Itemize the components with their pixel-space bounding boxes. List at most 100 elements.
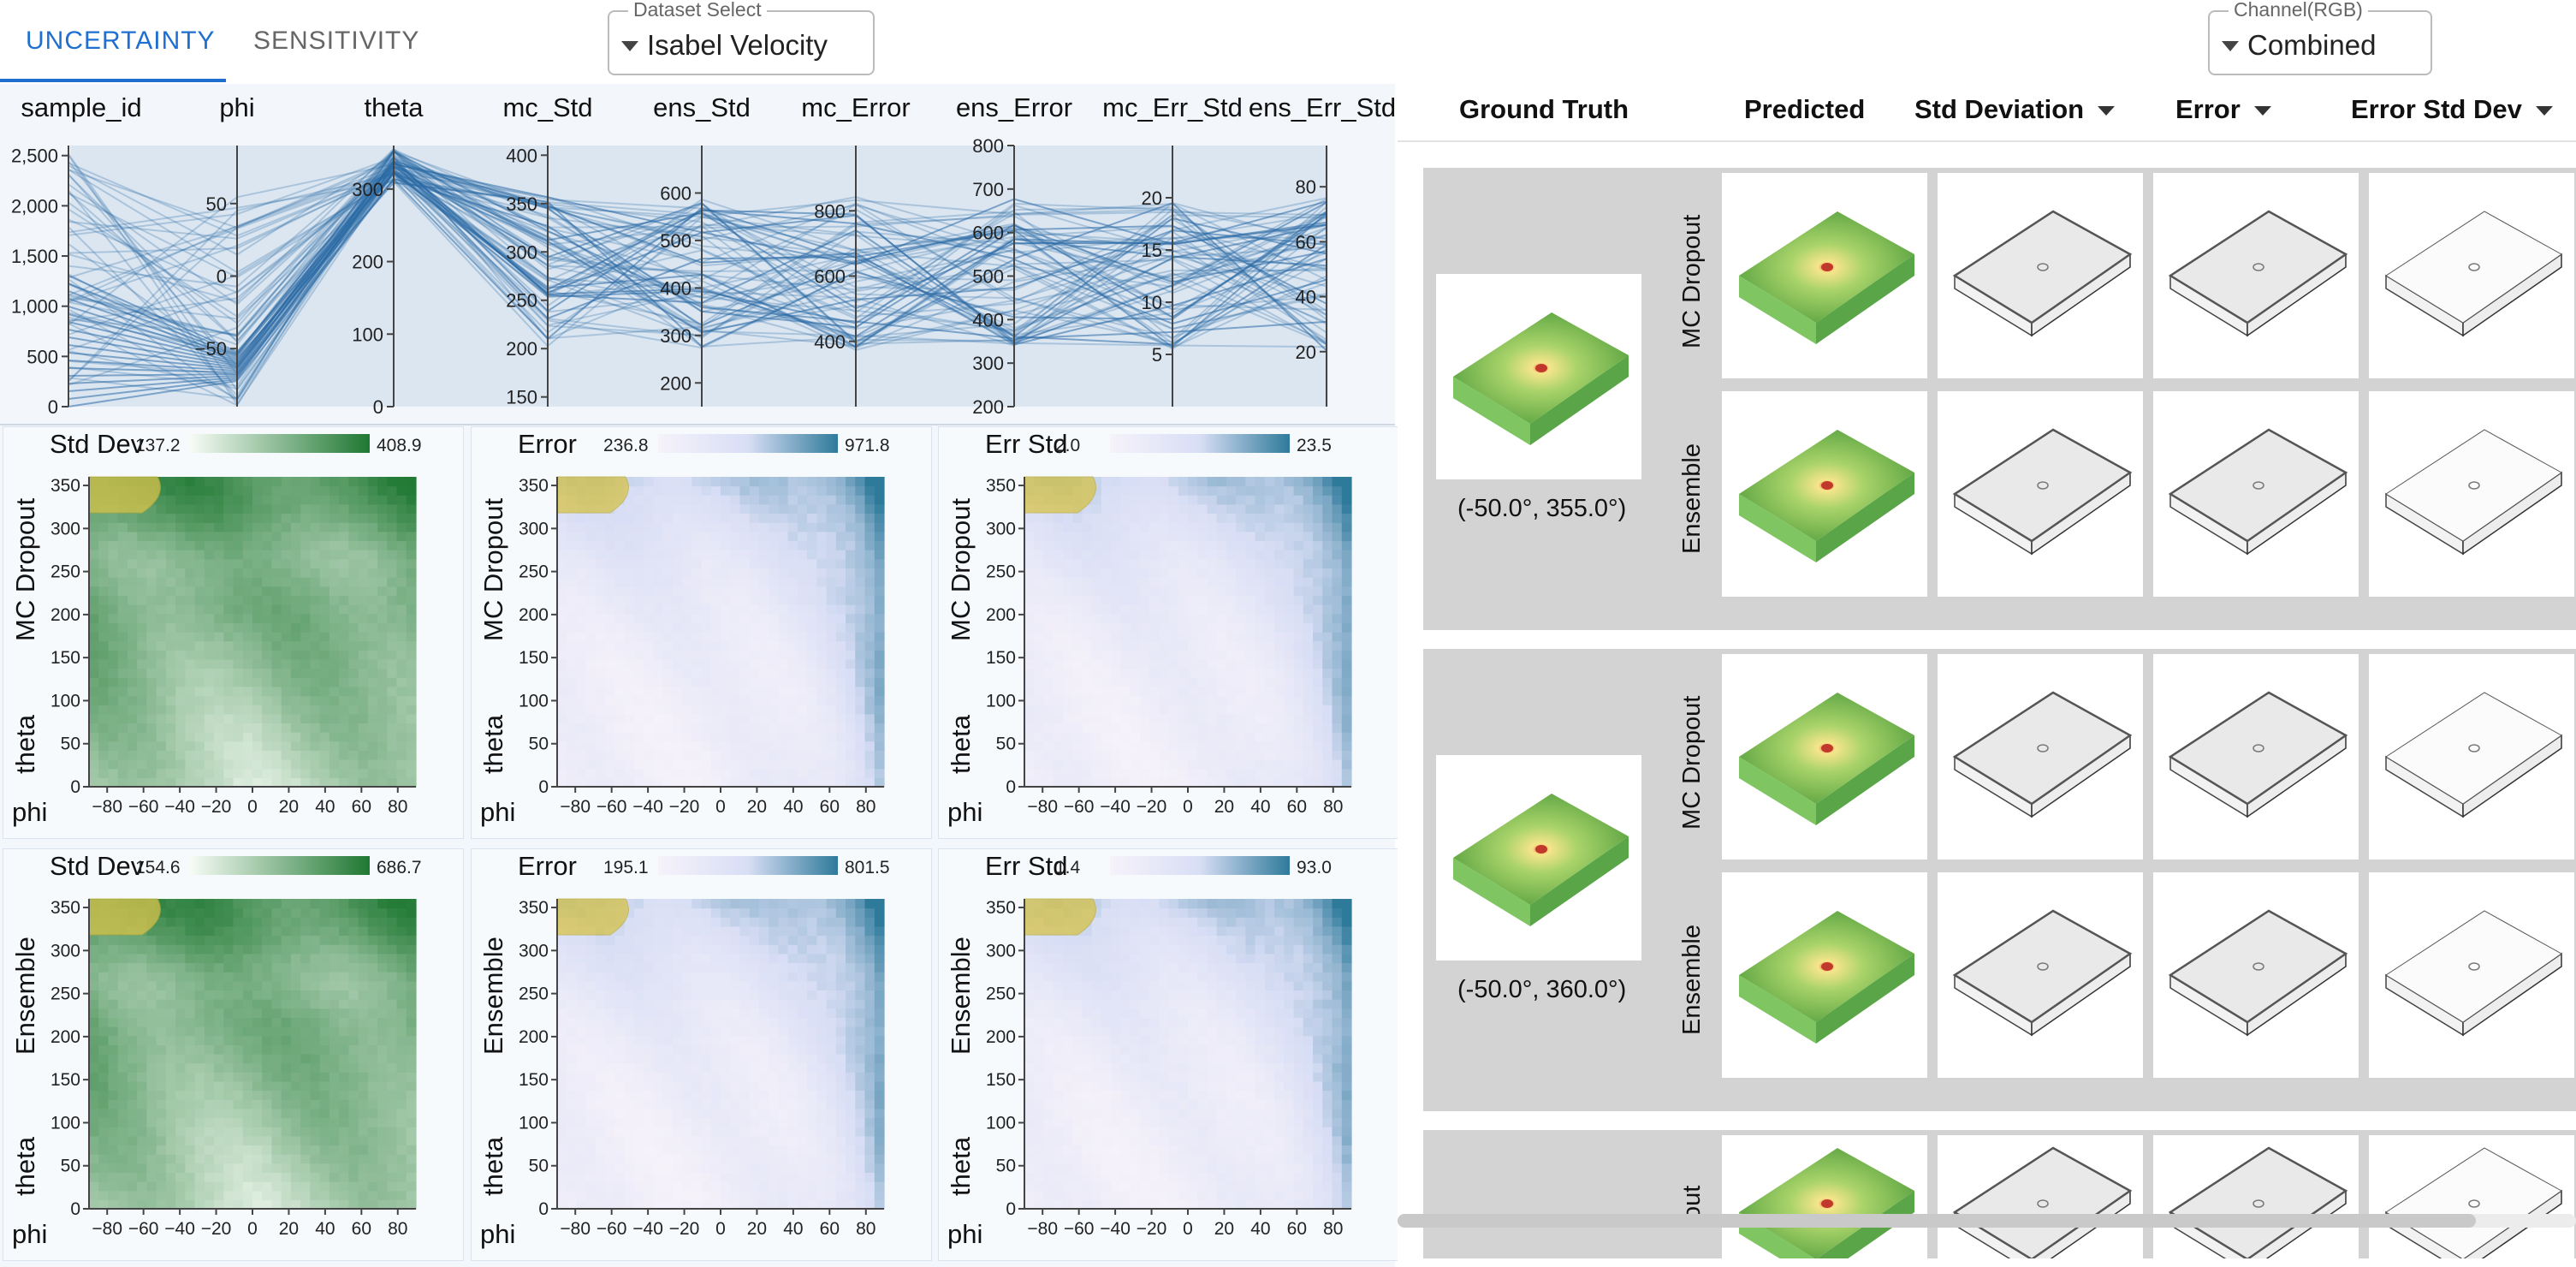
heatmap-cell [1322, 540, 1333, 550]
heatmap-cell [242, 917, 253, 927]
heatmap-cell [644, 550, 654, 560]
pc-tick-label: 80 [1296, 176, 1316, 198]
heatmap-cell [1159, 750, 1170, 760]
y-tick-label: 350 [50, 476, 80, 496]
heatmap-cell [89, 705, 99, 715]
heatmap-cell [633, 750, 644, 760]
heatmap-cell [262, 686, 272, 697]
heatmap-cell [1313, 540, 1323, 550]
channel-select[interactable]: Channel(RGB) Combined [2208, 0, 2432, 75]
heatmap-cell [691, 650, 703, 660]
heatmap-cell [252, 558, 263, 568]
heatmap-cell [165, 1181, 176, 1192]
heatmap-cell [855, 723, 866, 733]
heatmap-cell [1226, 522, 1237, 532]
heatmap-cell [98, 1108, 109, 1119]
heatmap-cell [758, 531, 769, 542]
heatmap-cell [387, 558, 398, 568]
heatmap-cell [1168, 604, 1179, 615]
heatmap-cell [682, 586, 692, 596]
heatmap-cell [300, 1035, 311, 1045]
heatmap-cell [864, 622, 875, 633]
heatmap-cell [864, 777, 875, 788]
heatmap-cell [396, 1008, 407, 1018]
tab-uncertainty[interactable]: UNCERTAINTY [26, 27, 216, 55]
heatmap-cell [557, 1044, 567, 1055]
heatmap-cell [98, 750, 109, 760]
heatmap-cell [98, 1017, 109, 1027]
heatmap-cell [1236, 513, 1246, 523]
heatmap-cell [204, 1135, 215, 1145]
heatmap-cell [233, 640, 244, 651]
heatmap-cell [1024, 677, 1035, 687]
heatmap-cell [1236, 595, 1246, 605]
heatmap-cell [358, 622, 369, 633]
heatmap-cell [595, 604, 606, 615]
heatmap-cell [1197, 732, 1208, 742]
heatmap-cell [281, 568, 292, 578]
heatmap-cell [787, 477, 798, 487]
heatmap-cell [271, 972, 282, 982]
heatmap-cell [1149, 768, 1160, 778]
dataset-select[interactable]: Dataset Select Isabel Velocity [608, 0, 875, 75]
heatmap-cell [721, 485, 731, 496]
heatmap-panel-error[interactable]: Error 236.8 971.8 350 300 250 200 150 100 50 0 −80−… [471, 426, 932, 839]
heatmap-cell [233, 1080, 244, 1092]
heatmap-cell [185, 1044, 196, 1055]
heatmap-cell [644, 677, 654, 687]
heatmap-cell [653, 477, 664, 487]
heatmap-cell [1207, 723, 1218, 733]
heatmap-cell [1082, 741, 1093, 751]
heatmap-panel-err-std[interactable]: Err Std 2.0 23.5 350 300 250 200 150 100 50 0 −80 −6… [938, 426, 1399, 839]
heatmap-cell [290, 980, 301, 990]
heatmap-cell [233, 999, 244, 1009]
heatmap-cell [290, 604, 301, 615]
heatmap-cell [165, 925, 176, 937]
heatmap-cell [624, 477, 635, 487]
x-tick-label: 80 [856, 797, 875, 817]
heatmap-cell [1313, 568, 1323, 578]
heatmap-cell [223, 962, 234, 973]
heatmap-cell [1216, 540, 1227, 550]
heatmap-cell [127, 1199, 138, 1210]
heatmap-cell [329, 522, 340, 532]
heatmap-cell [310, 1108, 321, 1119]
heatmap-cell [165, 1117, 176, 1127]
heatmap-cell [214, 1026, 224, 1037]
chevron-down-icon [621, 41, 638, 51]
heatmap-cell [1082, 658, 1093, 669]
heatmap-cell [1149, 695, 1160, 705]
heatmap-panel-std-dev[interactable]: Std Dev 137.2 408.9 350 300 250 200 150 100 50 0 −8… [3, 426, 464, 839]
heatmap-panel-std-dev[interactable]: Std Dev 154.6 686.7 350 300 250 200 150 100 50 0 −8… [3, 848, 464, 1261]
heatmap-cell [329, 705, 340, 715]
heatmap-cell [730, 723, 740, 733]
tab-sensitivity[interactable]: SENSITIVITY [253, 27, 420, 55]
heatmap-cell [855, 495, 866, 505]
heatmap-cell [1168, 531, 1179, 542]
heatmap-panel-error[interactable]: Error 195.1 801.5 350 300 250 200 150 100 50 0 −80−… [471, 848, 932, 1261]
heatmap-cell [146, 1080, 157, 1092]
heatmap-cell [567, 1062, 577, 1073]
heatmap-cell [367, 925, 378, 937]
heatmap-cell [262, 522, 272, 532]
heatmap-cell [146, 622, 157, 633]
parallel-coordinates-plot[interactable]: 2,5002,0001,5001,0005000500−503002001000… [0, 135, 1395, 495]
heatmap-cell [348, 1172, 359, 1182]
heatmap-cell [223, 586, 234, 596]
heatmap-cell [281, 1044, 292, 1055]
heatmap-cell [710, 686, 721, 697]
heatmap-cell [271, 695, 282, 705]
heatmap-cell [233, 953, 244, 964]
heatmap-cell [758, 705, 769, 715]
heatmap-cell [406, 1199, 417, 1210]
heatmap-cell [214, 907, 224, 918]
heatmap-cell [223, 595, 234, 605]
heatmap-cell [769, 732, 779, 742]
heatmap-cell [377, 540, 388, 550]
heatmap-cell [605, 577, 615, 587]
